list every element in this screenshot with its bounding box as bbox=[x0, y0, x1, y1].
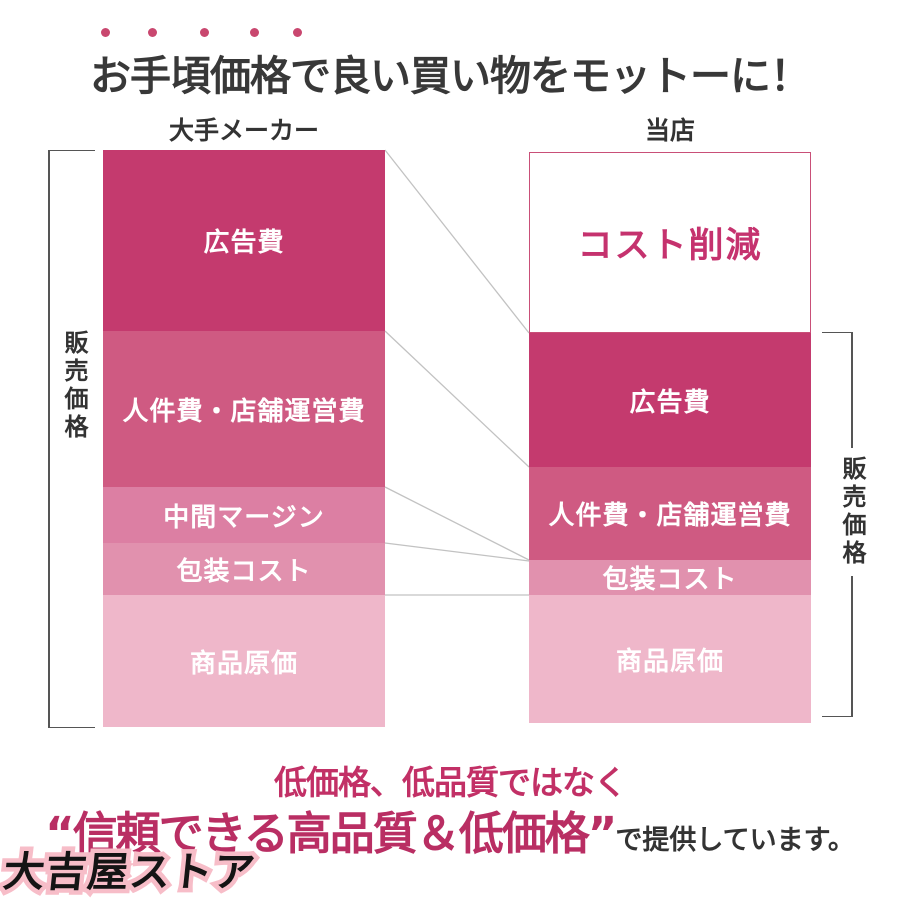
segment-advertising: 広告費 bbox=[529, 333, 811, 467]
segment-packaging: 包装コスト bbox=[529, 560, 811, 595]
segment-label: 人件費・店舗運営費 bbox=[122, 396, 366, 427]
footer-emphasis: “信頼できる高品質＆低価格” bbox=[45, 807, 617, 860]
connector-line bbox=[384, 330, 530, 468]
bar-our-store: コスト削減 広告費 人件費・店舗運営費 包装コスト 商品原価 bbox=[529, 152, 811, 723]
segment-label: 中間マージン bbox=[163, 502, 325, 533]
segment-label: 包装コスト bbox=[176, 556, 312, 587]
accent-dot bbox=[101, 28, 110, 37]
connector-line bbox=[384, 149, 530, 334]
page-title: お手頃価格で良い買い物をモットーに！ bbox=[90, 52, 811, 100]
segment-label: 包装コスト bbox=[602, 565, 738, 595]
segment-label: 人件費・店舗運営費 bbox=[548, 501, 792, 531]
segment-product-cost: 商品原価 bbox=[103, 595, 385, 727]
segment-labor-store: 人件費・店舗運営費 bbox=[103, 331, 385, 487]
segment-labor-store: 人件費・店舗運営費 bbox=[529, 467, 811, 560]
segment-cost-reduction: コスト削減 bbox=[529, 152, 811, 333]
footer-suffix: で提供しています。 bbox=[615, 825, 855, 856]
segment-product-cost: 商品原価 bbox=[529, 595, 811, 723]
footer-line1: 低価格、低品質ではなく bbox=[274, 763, 627, 802]
segment-middle-margin: 中間マージン bbox=[103, 487, 385, 543]
connector-line bbox=[384, 542, 530, 562]
segment-label: コスト削減 bbox=[577, 226, 763, 266]
segment-label: 商品原価 bbox=[615, 646, 724, 677]
accent-dot bbox=[293, 28, 302, 37]
segment-packaging: 包装コスト bbox=[103, 543, 385, 595]
selling-price-label-right: 販売価格 bbox=[838, 448, 866, 576]
accent-dot bbox=[200, 28, 209, 37]
segment-advertising: 広告費 bbox=[103, 150, 385, 331]
bar-major-maker: 広告費 人件費・店舗運営費 中間マージン 包装コスト 商品原価 bbox=[103, 150, 385, 727]
segment-label: 広告費 bbox=[203, 228, 285, 258]
connector-line bbox=[384, 486, 530, 561]
segment-label: 広告費 bbox=[629, 387, 711, 418]
column-header-our-store: 当店 bbox=[644, 116, 695, 145]
accent-dot bbox=[148, 28, 157, 37]
selling-price-label-left: 販売価格 bbox=[60, 330, 88, 442]
accent-dot bbox=[250, 28, 259, 37]
column-header-major-maker: 大手メーカー bbox=[168, 116, 319, 145]
segment-label: 商品原価 bbox=[189, 648, 298, 679]
title-accent-dots bbox=[0, 28, 900, 38]
store-watermark: 大吉屋ストア bbox=[0, 844, 263, 900]
footer-line2: “信頼できる高品質＆低価格” で提供しています。 bbox=[0, 797, 900, 862]
